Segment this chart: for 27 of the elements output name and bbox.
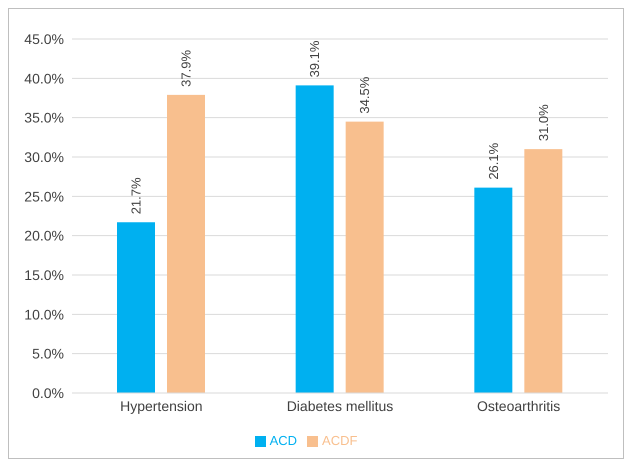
x-tick-label: Hypertension	[120, 398, 203, 414]
y-tick-label: 40.0%	[24, 70, 64, 86]
y-tick-label: 35.0%	[24, 110, 64, 126]
bar	[474, 188, 512, 393]
bar	[167, 94, 205, 393]
legend-label: ACDF	[322, 433, 358, 448]
y-tick-label: 20.0%	[24, 228, 64, 244]
x-tick-label: Diabetes mellitus	[286, 398, 394, 414]
bar	[296, 85, 334, 393]
y-tick-label: 30.0%	[24, 148, 64, 165]
data-label: 39.1%	[307, 40, 322, 78]
data-label: 37.9%	[178, 50, 194, 87]
bar	[346, 122, 384, 393]
y-tick-label: 15.0%	[24, 266, 64, 283]
y-tick-label: 45.0%	[24, 30, 64, 47]
y-tick-label: 25.0%	[24, 188, 64, 204]
data-label: 26.1%	[486, 142, 501, 180]
x-tick-label: Osteoarthritis	[477, 398, 560, 414]
y-tick-label: 0.0%	[32, 384, 64, 401]
y-tick-label: 10.0%	[24, 306, 64, 322]
bar	[524, 149, 562, 393]
legend-label: ACD	[270, 433, 298, 448]
data-label: 31.0%	[536, 104, 551, 142]
bar	[117, 222, 155, 393]
data-label: 34.5%	[357, 76, 372, 114]
y-tick-label: 5.0%	[32, 346, 64, 362]
data-label: 21.7%	[128, 176, 144, 214]
